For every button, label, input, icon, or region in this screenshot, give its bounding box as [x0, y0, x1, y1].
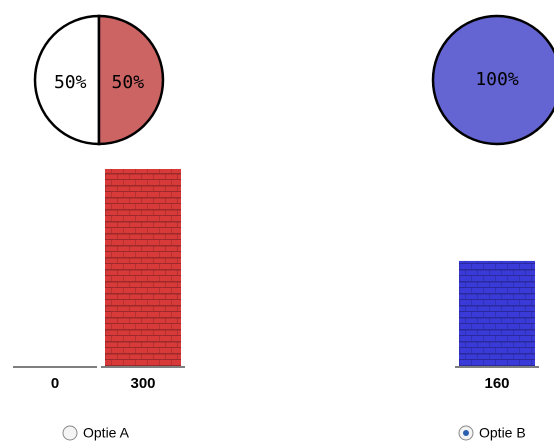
amount-label: 0 [51, 375, 59, 392]
pie-label: 50% [54, 72, 87, 93]
pie-slice [97, 14, 165, 146]
pie-slice [33, 14, 101, 146]
pie-label: 100% [475, 69, 519, 90]
amount-label: 300 [130, 375, 155, 392]
amount-label: 160 [484, 375, 509, 392]
pie-slice [431, 14, 554, 146]
radio-label[interactable]: Optie A [83, 425, 130, 441]
pie-label: 50% [112, 72, 145, 93]
radio-dot [463, 430, 469, 436]
coin-texture [459, 260, 535, 366]
coin-texture [105, 169, 181, 366]
radio-button[interactable] [62, 425, 78, 441]
radio-label[interactable]: Optie B [479, 425, 526, 441]
